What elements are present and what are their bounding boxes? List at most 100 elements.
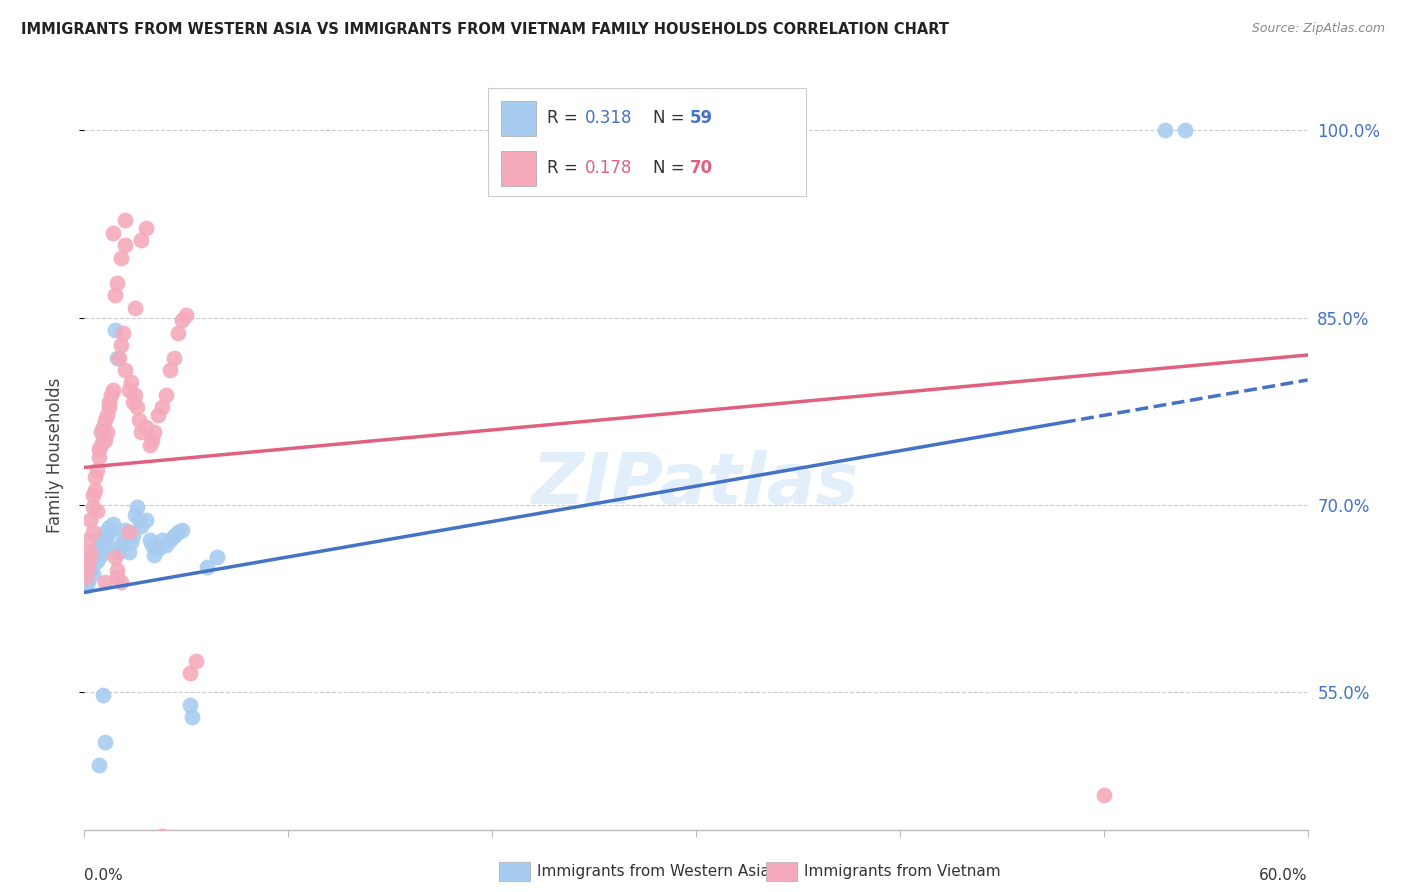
Point — [96, 408, 118, 422]
Point — [83, 483, 105, 497]
Point — [75, 579, 97, 593]
Point — [87, 533, 110, 547]
Point — [150, 401, 173, 415]
Point — [1092, 788, 1115, 802]
Point — [174, 308, 197, 322]
Point — [172, 313, 194, 327]
Point — [97, 520, 120, 534]
Point — [110, 338, 132, 352]
Point — [79, 563, 101, 577]
Point — [91, 541, 114, 556]
Point — [150, 829, 173, 843]
Point — [91, 420, 114, 434]
Point — [97, 401, 120, 415]
Point — [93, 525, 115, 540]
Point — [163, 351, 186, 365]
Point — [77, 533, 100, 547]
Point — [82, 488, 104, 502]
Point — [128, 513, 150, 527]
Point — [122, 529, 145, 543]
Point — [135, 420, 157, 434]
Point — [135, 220, 157, 235]
Point — [155, 388, 177, 402]
Point — [120, 535, 142, 549]
Point — [135, 513, 157, 527]
Point — [97, 395, 120, 409]
Point — [105, 351, 128, 365]
Point — [91, 433, 114, 447]
Point — [105, 570, 128, 584]
Text: 0.0%: 0.0% — [84, 869, 124, 883]
Point — [77, 560, 100, 574]
Point — [179, 666, 201, 681]
Point — [83, 470, 105, 484]
Text: Immigrants from Western Asia: Immigrants from Western Asia — [537, 864, 770, 879]
Point — [96, 529, 118, 543]
Point — [90, 535, 112, 549]
Point — [112, 326, 135, 340]
Point — [91, 688, 114, 702]
Point — [75, 570, 97, 584]
Y-axis label: Family Households: Family Households — [45, 377, 63, 533]
Text: IMMIGRANTS FROM WESTERN ASIA VS IMMIGRANTS FROM VIETNAM FAMILY HOUSEHOLDS CORREL: IMMIGRANTS FROM WESTERN ASIA VS IMMIGRAN… — [21, 22, 949, 37]
Point — [131, 425, 153, 440]
Point — [141, 538, 163, 552]
Point — [167, 525, 190, 540]
Point — [93, 433, 115, 447]
Point — [163, 529, 186, 543]
Point — [101, 383, 124, 397]
Point — [146, 541, 169, 556]
Point — [87, 442, 110, 456]
Point — [105, 276, 128, 290]
Point — [82, 500, 104, 515]
Point — [87, 757, 110, 772]
Point — [127, 401, 149, 415]
Point — [93, 533, 115, 547]
Point — [172, 523, 194, 537]
Point — [128, 413, 150, 427]
Point — [159, 363, 181, 377]
Point — [186, 654, 208, 668]
Point — [155, 538, 177, 552]
Point — [167, 326, 190, 340]
Point — [114, 238, 136, 252]
Point — [87, 450, 110, 465]
Point — [127, 500, 149, 515]
Point — [75, 550, 97, 565]
Point — [101, 516, 124, 531]
Point — [77, 575, 100, 590]
Point — [104, 323, 127, 337]
Point — [82, 525, 104, 540]
Point — [90, 438, 112, 452]
Point — [79, 554, 101, 568]
Point — [108, 545, 131, 559]
Point — [86, 463, 108, 477]
Point — [108, 351, 131, 365]
Point — [100, 523, 122, 537]
Point — [77, 560, 100, 574]
Point — [82, 566, 104, 581]
Point — [124, 301, 146, 315]
Point — [181, 710, 204, 724]
Point — [82, 558, 104, 572]
Point — [118, 383, 141, 397]
Point — [142, 548, 165, 562]
Text: 60.0%: 60.0% — [1260, 869, 1308, 883]
Point — [96, 425, 118, 440]
Point — [93, 575, 115, 590]
Point — [159, 533, 181, 547]
Point — [83, 541, 105, 556]
Point — [124, 388, 146, 402]
Point — [91, 529, 114, 543]
Point — [112, 533, 135, 547]
Point — [118, 525, 141, 540]
Point — [141, 433, 163, 447]
Point — [110, 251, 132, 265]
Point — [93, 413, 115, 427]
Point — [114, 363, 136, 377]
Point — [1174, 123, 1197, 137]
Point — [110, 538, 132, 552]
Point — [122, 395, 145, 409]
Point — [146, 408, 169, 422]
Point — [110, 575, 132, 590]
